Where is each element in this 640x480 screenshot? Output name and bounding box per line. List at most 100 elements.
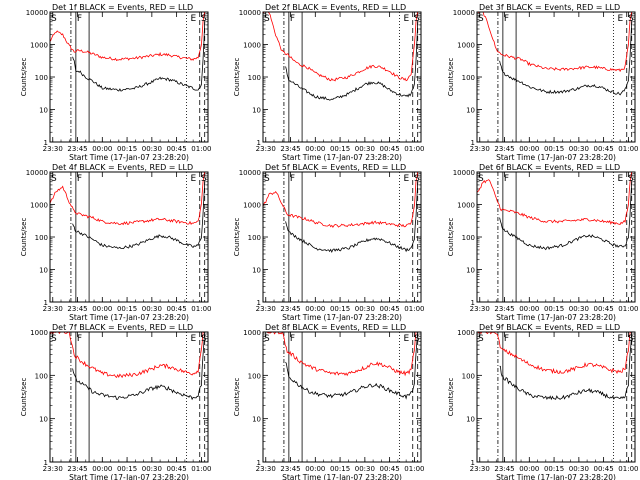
x-tick-label: 23:30 xyxy=(256,305,276,313)
y-tick-label: 1000 xyxy=(457,42,475,50)
x-tick-label: 00:45 xyxy=(594,305,614,313)
corner-label-mid2: E xyxy=(403,14,409,24)
x-tick-label: 23:30 xyxy=(256,465,276,473)
y-tick-label: 10 xyxy=(39,107,48,115)
plot-frame xyxy=(262,11,422,143)
y-tick-label: 10 xyxy=(466,416,475,424)
series-line xyxy=(72,332,206,401)
x-tick-label: 01:00 xyxy=(618,465,638,473)
x-tick-label: 23:30 xyxy=(470,465,490,473)
x-tick-label: 00:00 xyxy=(305,305,325,313)
corner-label-right: S xyxy=(628,174,634,184)
y-tick-label: 100 xyxy=(35,234,48,242)
y-tick-label: 1000 xyxy=(30,329,48,337)
x-tick-label: 23:45 xyxy=(67,145,87,153)
y-tick-label: 10 xyxy=(39,416,48,424)
chart-panel: Det 8f BLACK = Events, RED = LLD 1 10 100 10… xyxy=(233,323,424,480)
corner-label-right: S xyxy=(201,174,207,184)
y-tick-label: 10000 xyxy=(239,169,261,177)
x-tick-label: 23:45 xyxy=(494,145,514,153)
corner-label-left: S xyxy=(264,14,270,24)
y-tick-label: 1000 xyxy=(30,42,48,50)
x-tick-label: 01:00 xyxy=(404,305,424,313)
chart-title: Det 1f BLACK = Events, RED = LLD xyxy=(52,3,193,12)
x-tick-label: 01:00 xyxy=(404,465,424,473)
series-line xyxy=(50,172,206,226)
series-line xyxy=(285,21,419,101)
x-tick-label: 00:00 xyxy=(305,465,325,473)
corner-label-mid2: E xyxy=(617,334,623,344)
y-tick-label: 1 xyxy=(44,299,48,307)
chart-panel: Det 4f BLACK = Events, RED = LLD 1 10 100 10… xyxy=(20,163,211,322)
x-tick-label: 00:30 xyxy=(355,145,375,153)
corner-label-mid2: E xyxy=(617,14,623,24)
y-tick-label: 100 xyxy=(248,234,261,242)
y-tick-label: 1 xyxy=(44,139,48,147)
chart-title: Det 2f BLACK = Events, RED = LLD xyxy=(265,3,406,12)
corner-label-left: S xyxy=(478,174,484,184)
series-line xyxy=(72,21,206,92)
corner-label-mid1: F xyxy=(504,14,509,24)
chart-panel: Det 1f BLACK = Events, RED = LLD 1 10 100 10… xyxy=(20,3,211,162)
y-tick-label: 1 xyxy=(257,139,261,147)
x-tick-label: 23:30 xyxy=(43,145,63,153)
corner-label-mid1: F xyxy=(290,14,295,24)
x-tick-label: 23:30 xyxy=(43,465,63,473)
chart-title: Det 6f BLACK = Events, RED = LLD xyxy=(479,163,620,172)
x-axis-label: Start Time (17-Jan-07 23:28:20) xyxy=(496,313,616,322)
y-axis-label: Counts/sec xyxy=(447,218,455,257)
corner-label-left: S xyxy=(51,14,57,24)
corner-label-right: S xyxy=(414,334,420,344)
corner-label-mid1: F xyxy=(77,14,82,24)
y-tick-label: 10000 xyxy=(26,9,48,17)
chart-panel: Det 2f BLACK = Events, RED = LLD 1 10 100 10… xyxy=(233,3,424,162)
x-tick-label: 00:00 xyxy=(92,305,112,313)
x-axis-label: Start Time (17-Jan-07 23:28:20) xyxy=(496,473,616,480)
y-tick-label: 100 xyxy=(462,74,475,82)
series-line xyxy=(477,172,633,225)
plot-frame xyxy=(262,171,422,303)
x-tick-label: 23:45 xyxy=(494,305,514,313)
y-axis-label: Counts/sec xyxy=(233,218,241,257)
corner-label-left: S xyxy=(264,174,270,184)
corner-label-left: S xyxy=(51,174,57,184)
x-tick-label: 00:15 xyxy=(330,465,350,473)
corner-label-left: S xyxy=(478,334,484,344)
x-tick-label: 00:30 xyxy=(569,465,589,473)
y-axis-label: Counts/sec xyxy=(233,58,241,97)
x-tick-label: 00:15 xyxy=(117,145,137,153)
x-tick-label: 00:45 xyxy=(167,305,187,313)
x-tick-label: 23:30 xyxy=(256,145,276,153)
x-tick-label: 00:45 xyxy=(167,465,187,473)
x-tick-label: 00:00 xyxy=(92,145,112,153)
series-line xyxy=(499,181,633,251)
y-tick-label: 1 xyxy=(471,139,475,147)
x-tick-label: 00:45 xyxy=(167,145,187,153)
x-tick-label: 01:00 xyxy=(618,145,638,153)
x-tick-label: 00:30 xyxy=(142,145,162,153)
x-tick-label: 00:45 xyxy=(380,145,400,153)
series-line xyxy=(285,332,419,400)
corner-label-mid1: F xyxy=(77,334,82,344)
plot-frame xyxy=(49,11,209,143)
chart-panel: Det 3f BLACK = Events, RED = LLD 1 10 100 10… xyxy=(447,3,638,162)
x-tick-label: 00:15 xyxy=(544,145,564,153)
y-tick-label: 1 xyxy=(44,459,48,467)
x-tick-label: 00:30 xyxy=(569,305,589,313)
series-line xyxy=(477,12,633,73)
y-tick-label: 10 xyxy=(466,107,475,115)
series-line xyxy=(499,332,633,401)
y-tick-label: 100 xyxy=(248,372,261,380)
y-axis-label: Counts/sec xyxy=(447,58,455,97)
series-line xyxy=(263,12,419,82)
x-tick-label: 00:00 xyxy=(519,145,539,153)
plot-frame xyxy=(476,11,636,143)
x-tick-label: 00:30 xyxy=(355,305,375,313)
plot-frame xyxy=(49,331,209,463)
y-tick-label: 1000 xyxy=(457,329,475,337)
y-tick-label: 10000 xyxy=(453,9,475,17)
y-tick-label: 10 xyxy=(252,416,261,424)
corner-label-mid2: E xyxy=(190,174,196,184)
series-line xyxy=(50,12,206,62)
chart-title: Det 7f BLACK = Events, RED = LLD xyxy=(52,323,193,332)
